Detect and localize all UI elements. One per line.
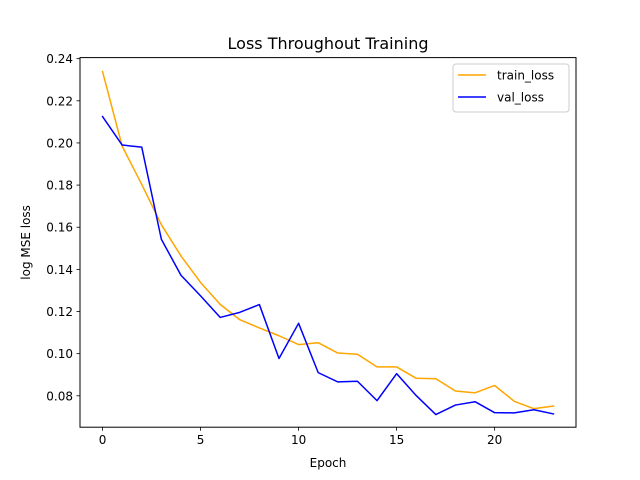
series-line-val-loss — [101, 115, 555, 416]
series-line-train-loss — [101, 70, 555, 410]
y-tick-label: 0.18 — [46, 179, 73, 193]
y-axis-ticks: 0.08 0.10 0.12 0.14 0.16 0.18 0.20 0.22 0.24 — [46, 52, 80, 403]
legend-box — [452, 63, 570, 113]
y-tick-label: 0.16 — [46, 221, 73, 235]
y-tick-label: 0.24 — [46, 52, 73, 66]
y-tick-label: 0.10 — [46, 347, 73, 361]
x-tick-label: 20 — [487, 433, 502, 447]
x-tick-label: 10 — [291, 433, 306, 447]
y-tick-label: 0.14 — [46, 263, 73, 277]
legend-label-val-loss: val_loss — [497, 91, 544, 105]
x-axis-label: Epoch — [310, 456, 347, 470]
legend-label-train-loss: train_loss — [497, 69, 554, 83]
legend: train_loss val_loss — [452, 63, 570, 113]
x-tick-label: 15 — [389, 433, 404, 447]
x-tick-label: 0 — [99, 433, 107, 447]
y-tick-label: 0.22 — [46, 94, 73, 108]
y-tick-label: 0.12 — [46, 305, 73, 319]
y-tick-label: 0.08 — [46, 389, 73, 403]
axes-frame — [79, 57, 577, 428]
y-axis-label: log MSE loss — [19, 205, 33, 280]
chart-title: Loss Throughout Training — [228, 34, 429, 53]
x-tick-label: 5 — [197, 433, 205, 447]
y-tick-label: 0.20 — [46, 136, 73, 150]
series-layer — [101, 70, 555, 416]
x-axis-ticks: 0 5 10 15 20 — [99, 427, 502, 447]
